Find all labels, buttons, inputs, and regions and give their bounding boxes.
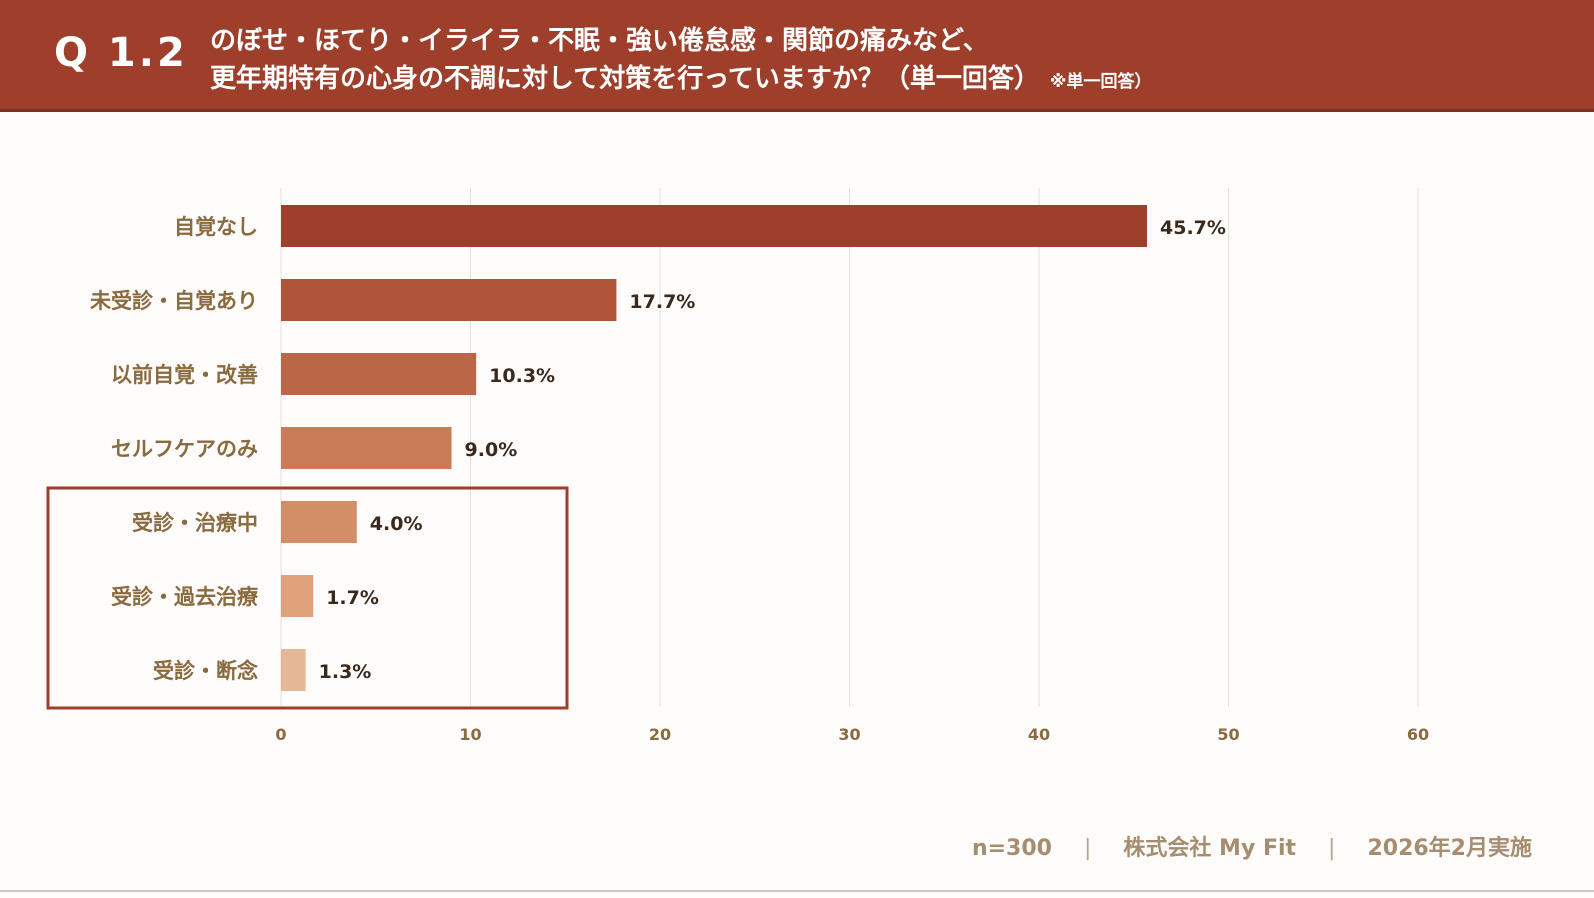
x-tick-label: 0: [275, 725, 286, 744]
company-name: 株式会社 My Fit: [1123, 836, 1297, 861]
x-tick-label: 40: [1028, 725, 1050, 744]
x-tick-label: 60: [1407, 725, 1429, 744]
bar: [281, 649, 306, 691]
category-label: 受診・過去治療: [111, 585, 259, 609]
footer-separator: |: [1328, 836, 1336, 861]
question-note: ※単一回答）: [1049, 72, 1152, 92]
category-label: 以前自覚・改善: [111, 363, 258, 387]
question-text-line2-main: 更年期特有の心身の不調に対して対策を行っていますか？（単一回答）: [210, 64, 1040, 94]
value-label: 9.0%: [465, 439, 518, 461]
bottom-divider: [0, 890, 1594, 892]
category-label: 未受診・自覚あり: [90, 289, 258, 313]
bar: [281, 279, 617, 321]
question-text-line2: 更年期特有の心身の不調に対して対策を行っていますか？（単一回答） ※単一回答）: [210, 58, 1151, 95]
footer-separator: |: [1083, 836, 1092, 861]
category-label: 自覚なし: [174, 215, 258, 239]
question-number: Q 1.2: [54, 30, 188, 76]
bar: [281, 427, 452, 469]
x-tick-label: 10: [459, 725, 481, 744]
sample-size: n=300: [971, 836, 1052, 861]
x-tick-label: 50: [1217, 725, 1239, 744]
survey-date: 2026年2月実施: [1367, 836, 1532, 861]
value-label: 10.3%: [489, 365, 555, 387]
bar: [281, 205, 1148, 247]
question-text-line1: のぼせ・ほてり・イライラ・不眠・強い倦怠感・関節の痛みなど、: [210, 26, 989, 56]
bar: [281, 353, 477, 395]
category-label: セルフケアのみ: [111, 437, 258, 461]
bar: [281, 575, 314, 617]
category-label: 受診・治療中: [132, 511, 258, 535]
value-label: 1.7%: [326, 587, 379, 609]
value-label: 1.3%: [319, 661, 372, 683]
value-label: 4.0%: [370, 513, 423, 535]
footer: n=300 | 株式会社 My Fit | 2026年2月実施: [972, 830, 1532, 862]
category-label: 受診・断念: [153, 659, 258, 683]
header-banner: Q 1.2 のぼせ・ほてり・イライラ・不眠・強い倦怠感・関節の痛みなど、 更年期…: [0, 0, 1594, 112]
highlight-box: [46, 486, 569, 710]
value-label: 45.7%: [1160, 217, 1226, 239]
value-label: 17.7%: [629, 291, 695, 313]
x-tick-label: 30: [838, 725, 860, 744]
x-tick-label: 20: [649, 725, 671, 744]
bar: [281, 501, 357, 543]
